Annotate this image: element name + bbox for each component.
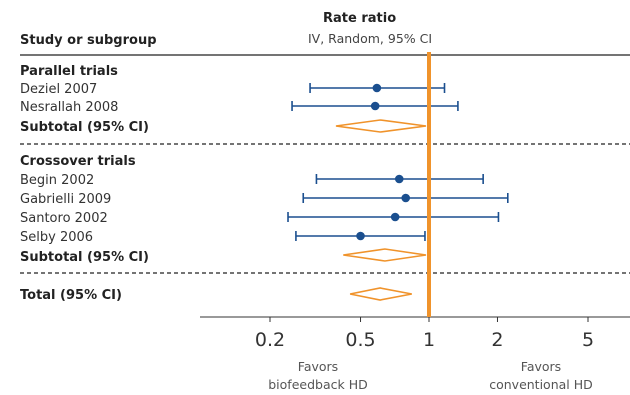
point-estimate-0-1 — [370, 101, 380, 111]
tick-label-0-2: 0.2 — [255, 329, 285, 351]
study-label-nesrallah: Nesrallah 2008 — [20, 100, 118, 115]
tick-label-5: 5 — [582, 329, 594, 351]
favors-left-line1: Favors — [298, 359, 338, 374]
diamond-subtotal-0 — [335, 119, 427, 133]
study-label-santoro: Santoro 2002 — [20, 211, 108, 226]
header-left: Study or subgroup — [20, 33, 157, 48]
diamond-subtotal-1 — [343, 248, 427, 262]
point-estimate-1-2 — [390, 212, 400, 222]
point-estimate-1-1 — [401, 193, 411, 203]
total-label: Total (95% CI) — [20, 288, 122, 303]
subtotal-label-parallel: Subtotal (95% CI) — [20, 120, 149, 135]
tick-label-0-5: 0.5 — [345, 329, 375, 351]
study-label-deziel: Deziel 2007 — [20, 82, 97, 97]
favors-right-line1: Favors — [521, 359, 561, 374]
tick-label-1: 1 — [423, 329, 435, 351]
diamond-total — [349, 287, 412, 301]
plot-marks — [269, 52, 589, 322]
study-label-gabrielli: Gabrielli 2009 — [20, 192, 111, 207]
study-label-begin: Begin 2002 — [20, 173, 94, 188]
header-right-title: Rate ratio — [323, 11, 396, 26]
point-estimate-0-0 — [372, 83, 382, 93]
group-title-parallel: Parallel trials — [20, 64, 118, 79]
point-estimate-1-3 — [356, 231, 365, 241]
header-right-subtitle: IV, Random, 95% CI — [308, 31, 432, 46]
group-title-crossover: Crossover trials — [20, 154, 136, 169]
favors-right-line2: conventional HD — [489, 377, 593, 392]
favors-left-line2: biofeedback HD — [268, 377, 367, 392]
tick-label-2: 2 — [491, 329, 503, 351]
study-label-selby: Selby 2006 — [20, 230, 93, 245]
subtotal-label-crossover: Subtotal (95% CI) — [20, 250, 149, 265]
point-estimate-1-0 — [394, 174, 404, 184]
